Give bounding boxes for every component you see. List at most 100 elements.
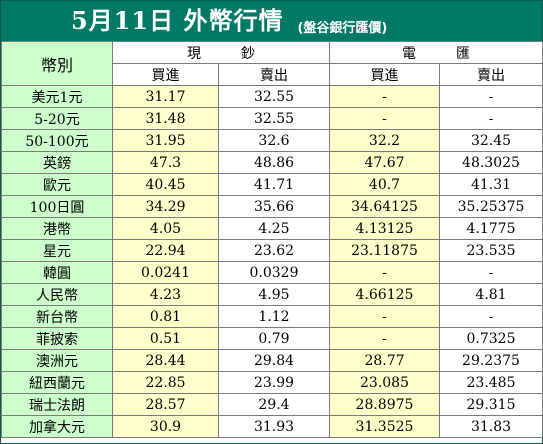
transfer-sell-cell: - xyxy=(439,85,543,108)
transfer-sell-cell: 31.83 xyxy=(439,415,543,438)
currency-cell: 歐元 xyxy=(1,173,113,196)
transfer-buy-cell: - xyxy=(329,107,440,130)
cash-buy-cell: 28.44 xyxy=(112,349,219,372)
transfer-sell-cell: 23.535 xyxy=(439,239,543,262)
transfer-buy-cell: 40.7 xyxy=(329,173,440,196)
header-row-sub: 買進 賣出 買進 賣出 xyxy=(2,63,543,86)
cash-buy-cell: 22.94 xyxy=(112,239,219,262)
table-row: 美元1元 31.17 32.55- - xyxy=(1,85,543,108)
currency-cell: 澳洲元 xyxy=(1,349,113,372)
table-row: 人民幣 4.23 4.95 4.66125 4.81 xyxy=(1,283,543,306)
transfer-sell-cell: 29.2375 xyxy=(439,349,543,372)
cash-buy-cell: 28.57 xyxy=(112,393,219,416)
transfer-sell-cell: 41.31 xyxy=(439,173,543,196)
transfer-buy-cell: - xyxy=(329,327,440,350)
transfer-buy-cell: 47.67 xyxy=(329,151,440,174)
currency-cell: 港幣 xyxy=(1,217,113,240)
transfer-sell-cell: 23.485 xyxy=(439,371,543,394)
cash-sell-cell: 29.4 xyxy=(218,393,330,416)
header-row-group: 幣別 現鈔 電匯 xyxy=(1,41,543,86)
currency-column-header: 幣別 xyxy=(1,41,113,86)
cash-buy-cell: 31.17 xyxy=(112,85,219,108)
transfer-buy-cell: 34.64125 xyxy=(329,195,440,218)
table-row: 菲披索 0.51 0.79-0.7325 xyxy=(1,327,543,350)
currency-cell: 紐西蘭元 xyxy=(1,371,113,394)
transfer-column-group-header: 電匯 xyxy=(329,41,543,64)
exchange-rate-table: 幣別 現鈔 電匯 買進 賣出 買進 賣出 美元1元 31.17 32.55- -5-2… xyxy=(1,41,543,438)
cash-sell-cell: 35.66 xyxy=(218,195,330,218)
cash-buy-cell: 4.05 xyxy=(112,217,219,240)
cash-buy-cell: 31.95 xyxy=(112,129,219,152)
transfer-sell-cell: 0.7325 xyxy=(439,327,543,350)
table-row: 港幣 4.05 4.25 4.13125 4.1775 xyxy=(1,217,543,240)
transfer-buy-cell: - xyxy=(329,85,440,108)
currency-cell: 星元 xyxy=(1,239,113,262)
title-bar: 5月11日 外幣行情 (盤谷銀行匯價) xyxy=(1,1,542,41)
table-row: 英鎊 47.3 48.86 47.67 48.3025 xyxy=(1,151,543,174)
cash-sell-cell: 32.6 xyxy=(218,129,330,152)
currency-cell: 人民幣 xyxy=(1,283,113,306)
cash-sell-cell: 4.95 xyxy=(218,283,330,306)
cash-buy-cell: 0.81 xyxy=(112,305,219,328)
transfer-buy-header: 買進 xyxy=(329,63,440,86)
cash-sell-cell: 23.99 xyxy=(218,371,330,394)
transfer-sell-cell: - xyxy=(439,305,543,328)
cash-sell-cell: 41.71 xyxy=(218,173,330,196)
cash-sell-cell: 31.93 xyxy=(218,415,330,438)
currency-cell: 100日圓 xyxy=(1,195,113,218)
transfer-sell-cell: 48.3025 xyxy=(439,151,543,174)
transfer-sell-cell: 4.1775 xyxy=(439,217,543,240)
transfer-buy-cell: 23.085 xyxy=(329,371,440,394)
transfer-buy-cell: 4.13125 xyxy=(329,217,440,240)
transfer-buy-cell: 28.8975 xyxy=(329,393,440,416)
table-row: 50-100元 31.95 32.6 32.2 32.45 xyxy=(1,129,543,152)
transfer-buy-cell: 4.66125 xyxy=(329,283,440,306)
cash-buy-cell: 4.23 xyxy=(112,283,219,306)
table-row: 新台幣 0.81 1.12- - xyxy=(1,305,543,328)
transfer-sell-cell: 29.315 xyxy=(439,393,543,416)
transfer-buy-cell: 23.11875 xyxy=(329,239,440,262)
currency-cell: 加拿大元 xyxy=(1,415,113,438)
transfer-sell-cell: - xyxy=(439,261,543,284)
cash-buy-cell: 22.85 xyxy=(112,371,219,394)
cash-buy-cell: 0.0241 xyxy=(112,261,219,284)
transfer-sell-cell: 32.45 xyxy=(439,129,543,152)
currency-cell: 新台幣 xyxy=(1,305,113,328)
cash-buy-cell: 0.51 xyxy=(112,327,219,350)
transfer-buy-cell: - xyxy=(329,305,440,328)
transfer-sell-cell: 35.25375 xyxy=(439,195,543,218)
cash-sell-cell: 29.84 xyxy=(218,349,330,372)
currency-cell: 英鎊 xyxy=(1,151,113,174)
table-row: 加拿大元 30.9 31.93 31.3525 31.83 xyxy=(1,415,543,438)
cash-sell-cell: 32.55 xyxy=(218,85,330,108)
cash-column-group-header: 現鈔 xyxy=(112,41,330,64)
currency-cell: 美元1元 xyxy=(1,85,113,108)
table-row: 澳洲元 28.44 29.84 28.77 29.2375 xyxy=(1,349,543,372)
table-row: 歐元 40.45 41.71 40.7 41.31 xyxy=(1,173,543,196)
cash-buy-cell: 47.3 xyxy=(112,151,219,174)
currency-cell: 50-100元 xyxy=(1,129,113,152)
cash-sell-cell: 48.86 xyxy=(218,151,330,174)
currency-cell: 瑞士法朗 xyxy=(1,393,113,416)
source-label: (盤谷銀行匯價) xyxy=(297,21,388,36)
cash-buy-header: 買進 xyxy=(112,63,219,86)
transfer-buy-cell: 31.3525 xyxy=(329,415,440,438)
cash-sell-cell: 1.12 xyxy=(218,305,330,328)
table-row: 5-20元 31.48 32.55- - xyxy=(1,107,543,130)
table-row: 星元 22.94 23.62 23.11875 23.535 xyxy=(1,239,543,262)
transfer-sell-cell: - xyxy=(439,107,543,130)
cash-buy-cell: 40.45 xyxy=(112,173,219,196)
transfer-buy-cell: 28.77 xyxy=(329,349,440,372)
rate-rows: 美元1元 31.17 32.55- -5-20元 31.48 32.55- -50-100元… xyxy=(1,85,543,438)
cash-buy-cell: 31.48 xyxy=(112,107,219,130)
cash-sell-cell: 32.55 xyxy=(218,107,330,130)
transfer-buy-cell: 32.2 xyxy=(329,129,440,152)
cash-sell-cell: 23.62 xyxy=(218,239,330,262)
transfer-sell-header: 賣出 xyxy=(439,63,543,86)
page-title: 5月11日 外幣行情 xyxy=(71,6,284,35)
cash-sell-header: 賣出 xyxy=(218,63,330,86)
table-row: 瑞士法朗 28.57 29.4 28.8975 29.315 xyxy=(1,393,543,416)
cash-sell-cell: 4.25 xyxy=(218,217,330,240)
table-row: 100日圓 34.29 35.66 34.64125 35.25375 xyxy=(1,195,543,218)
